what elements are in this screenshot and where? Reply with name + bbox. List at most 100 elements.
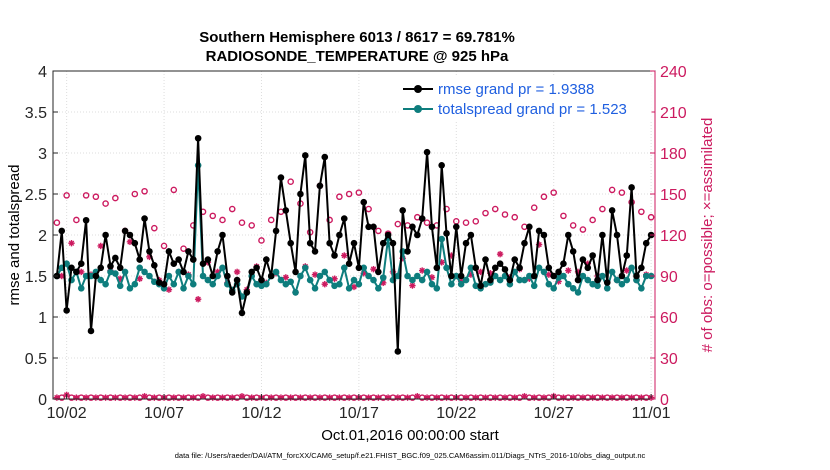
assimilated-point: [316, 394, 324, 401]
possible-point: [160, 242, 168, 250]
totalspread-point: [472, 282, 480, 290]
legend-rmse-marker: [414, 85, 422, 93]
assimilated-point: [326, 394, 333, 401]
rmse-point: [452, 223, 460, 231]
totalspread-point: [340, 264, 348, 272]
assimilated-point: [511, 394, 518, 401]
rmse-point: [77, 260, 85, 268]
assimilated-point: [394, 394, 402, 401]
totalspread-point: [219, 264, 226, 272]
totalspread-point: [550, 285, 557, 292]
rmse-point: [209, 272, 217, 280]
totalspread-point: [540, 268, 548, 276]
legend: rmse grand pr = 1.9388 totalspread grand…: [398, 76, 652, 122]
totalspread-point: [584, 276, 592, 284]
totalspread-point: [565, 280, 572, 288]
rmse-point: [126, 231, 134, 239]
rmse-point: [199, 260, 207, 268]
rmse-point: [555, 268, 562, 276]
possible-point: [569, 222, 577, 229]
rmse-point: [116, 264, 124, 272]
totalspread-point: [180, 285, 187, 292]
assimilated-point: [229, 394, 236, 401]
possible-point: [63, 192, 70, 199]
assimilated-point: [560, 394, 567, 401]
assimilated-point: [404, 394, 411, 401]
y-right-tick-label: 210: [660, 105, 687, 122]
rmse-point: [321, 153, 329, 161]
totalspread-point: [321, 268, 329, 276]
rmse-point: [394, 348, 402, 355]
assimilated-point: [443, 394, 450, 401]
rmse-point: [516, 264, 523, 272]
totalspread-point: [574, 289, 582, 296]
rmse-point: [336, 231, 343, 239]
totalspread-point: [97, 276, 105, 284]
assimilated-point: [492, 394, 499, 401]
rmse-point: [146, 248, 153, 255]
rmse-point: [175, 256, 182, 263]
totalspread-point: [579, 272, 587, 280]
assimilated-point: [423, 394, 431, 401]
rmse-point: [63, 307, 70, 314]
assimilated-point: [73, 394, 80, 401]
x-tick-label: 10/22: [436, 405, 476, 422]
y-axis-label: rmse and totalspread: [6, 165, 23, 306]
assimilated-point: [628, 394, 635, 401]
assimilated-point: [540, 394, 548, 401]
totalspread-point: [418, 276, 426, 284]
possible-point: [92, 193, 100, 201]
rmse-point: [428, 223, 436, 231]
assimilated-point: [638, 394, 645, 401]
totalspread-point: [112, 270, 119, 277]
totalspread-point: [608, 268, 616, 276]
totalspread-point: [496, 276, 504, 284]
totalspread-point: [560, 272, 567, 280]
assimilated-point: [341, 252, 348, 259]
rmse-point: [565, 231, 572, 239]
assimilated-point: [384, 394, 392, 401]
totalspread-point: [642, 272, 650, 280]
rmse-point: [165, 248, 173, 255]
rmse-point: [589, 252, 596, 259]
possible-point: [131, 190, 139, 198]
x-axis-label: Oct.01,2016 00:00:00 start: [321, 427, 499, 444]
assimilated-point: [496, 250, 504, 258]
possible-point: [238, 219, 246, 226]
rmse-point: [194, 134, 202, 142]
series-rmse: [53, 134, 655, 355]
rmse-point: [521, 239, 528, 247]
possible-point: [501, 211, 509, 218]
y-tick-label: 3.5: [25, 105, 47, 122]
totalspread-point: [350, 276, 358, 284]
assimilated-point: [180, 394, 187, 401]
assimilated-point: [82, 394, 90, 401]
rmse-point: [160, 280, 168, 288]
totalspread-point: [326, 276, 333, 284]
rmse-point: [360, 198, 368, 206]
assimilated-point: [141, 393, 148, 400]
totalspread-point: [414, 272, 421, 280]
assimilated-point: [482, 394, 489, 401]
possible-point: [258, 237, 265, 244]
y-axis-right-label: # of obs: o=possible; ×=assimilated: [699, 118, 716, 353]
y-tick-label: 4: [38, 64, 47, 81]
y-tick-label: 0.5: [25, 351, 47, 368]
rmse-point: [238, 309, 246, 317]
totalspread-point: [287, 278, 294, 286]
totalspread-point: [462, 276, 470, 284]
possible-point: [345, 190, 353, 198]
assimilated-point: [233, 268, 241, 276]
assimilated-point: [190, 394, 197, 401]
chart-title: Southern Hemisphere 6013 / 8617 = 69.781…: [199, 29, 515, 46]
totalspread-point: [126, 285, 134, 292]
totalspread-point: [116, 282, 124, 290]
y-right-tick-label: 60: [660, 310, 678, 327]
possible-point: [579, 226, 587, 233]
y-tick-label: 1.5: [25, 269, 47, 286]
assimilated-point: [92, 394, 100, 401]
rmse-point: [423, 148, 431, 156]
totalspread-point: [175, 268, 182, 276]
assimilated-point: [321, 281, 328, 288]
x-tick-label: 10/17: [339, 405, 379, 422]
